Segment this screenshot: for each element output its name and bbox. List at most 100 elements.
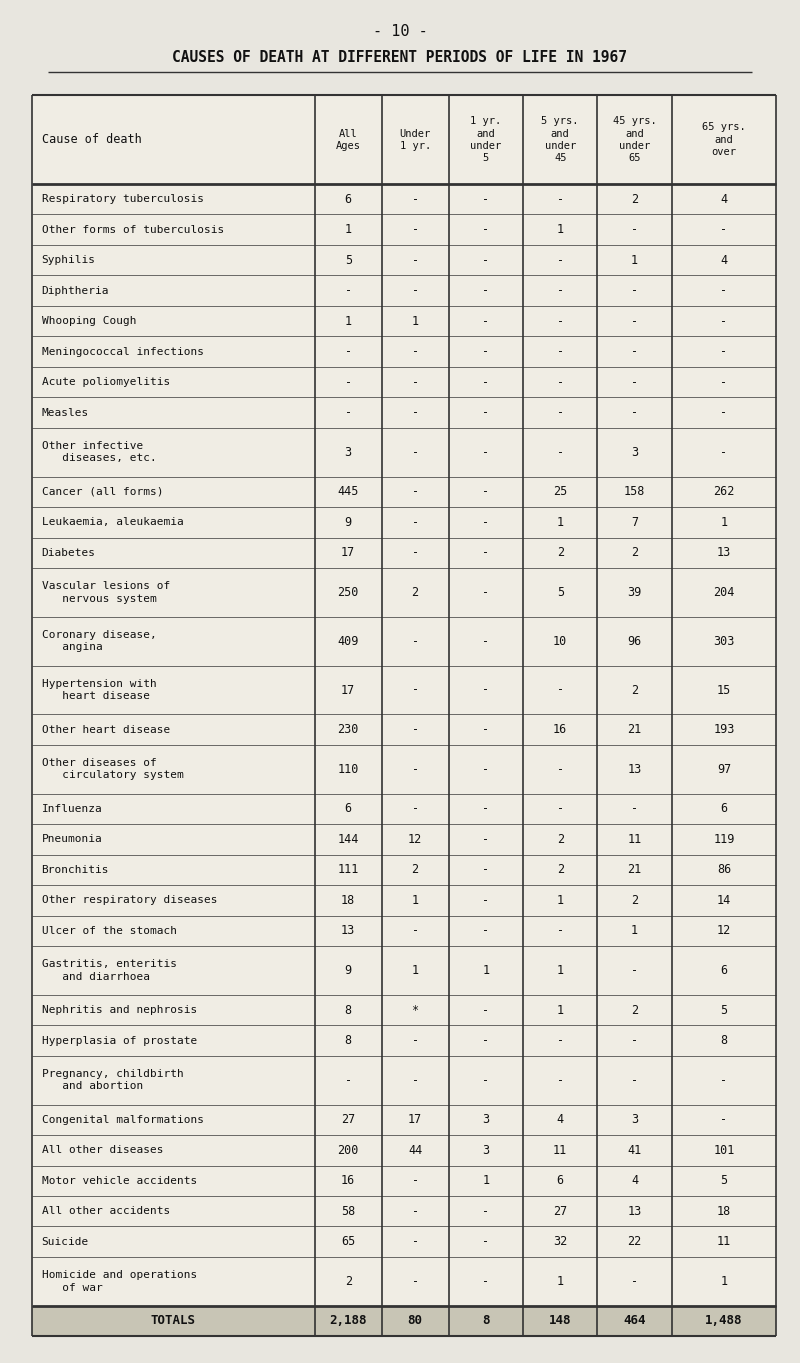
Text: 32: 32 [553,1235,567,1249]
Text: 101: 101 [714,1144,734,1157]
Text: Respiratory tuberculosis: Respiratory tuberculosis [42,195,203,204]
Text: 1: 1 [557,1274,564,1288]
Text: -: - [482,833,490,846]
Text: 9: 9 [345,515,352,529]
Text: 1: 1 [557,515,564,529]
Text: 18: 18 [717,1205,731,1217]
Text: -: - [482,1074,490,1086]
Text: 4: 4 [720,192,727,206]
Text: -: - [557,803,564,815]
Text: 119: 119 [714,833,734,846]
Text: 4: 4 [557,1114,564,1126]
Text: -: - [720,1114,727,1126]
Text: -: - [557,192,564,206]
Text: 6: 6 [345,192,352,206]
Text: 97: 97 [717,763,731,776]
Text: 144: 144 [338,833,359,846]
Text: 2,188: 2,188 [330,1314,367,1328]
Text: 17: 17 [341,683,355,696]
Text: 204: 204 [714,586,734,598]
Text: 8: 8 [720,1035,727,1047]
Text: 1: 1 [720,515,727,529]
Text: -: - [631,1074,638,1086]
Text: 1: 1 [631,924,638,938]
Text: -: - [720,285,727,297]
Text: Congenital malformations: Congenital malformations [42,1115,203,1124]
Text: Pneumonia: Pneumonia [42,834,102,844]
Text: 2: 2 [631,894,638,906]
Text: 65 yrs.
and
over: 65 yrs. and over [702,123,746,157]
Text: -: - [631,964,638,977]
Text: Whooping Cough: Whooping Cough [42,316,136,326]
Text: Coronary disease,
   angina: Coronary disease, angina [42,630,156,653]
Text: 58: 58 [341,1205,355,1217]
Text: 2: 2 [631,192,638,206]
Text: -: - [557,345,564,358]
Text: -: - [482,683,490,696]
Text: 86: 86 [717,863,731,876]
Text: Suicide: Suicide [42,1236,89,1247]
Text: Leukaemia, aleukaemia: Leukaemia, aleukaemia [42,518,183,527]
Text: -: - [411,1074,418,1086]
Text: CAUSES OF DEATH AT DIFFERENT PERIODS OF LIFE IN 1967: CAUSES OF DEATH AT DIFFERENT PERIODS OF … [173,49,627,65]
Text: 110: 110 [338,763,359,776]
Text: 14: 14 [717,894,731,906]
Text: 21: 21 [627,724,642,736]
Text: -: - [411,635,418,647]
Text: 1 yr.
and
under
5: 1 yr. and under 5 [470,116,502,164]
Text: -: - [482,763,490,776]
Text: -: - [482,1205,490,1217]
Text: Bronchitis: Bronchitis [42,866,109,875]
Text: -: - [557,315,564,327]
Text: -: - [482,547,490,559]
Text: -: - [482,254,490,267]
Text: Measles: Measles [42,408,89,417]
Text: Acute poliomyelitis: Acute poliomyelitis [42,378,170,387]
Text: 111: 111 [338,863,359,876]
Text: 2: 2 [557,833,564,846]
Text: -: - [345,285,352,297]
Text: -: - [411,515,418,529]
Text: 2: 2 [411,586,418,598]
Text: 193: 193 [714,724,734,736]
Text: 15: 15 [717,683,731,696]
Text: 3: 3 [631,1114,638,1126]
Text: 1: 1 [720,1274,727,1288]
Text: -: - [720,224,727,236]
Text: *: * [411,1003,418,1017]
Text: 27: 27 [553,1205,567,1217]
Text: 6: 6 [345,803,352,815]
Text: 1: 1 [557,894,564,906]
Text: -: - [482,406,490,418]
Text: 6: 6 [720,803,727,815]
Text: 65: 65 [341,1235,355,1249]
Text: 158: 158 [624,485,646,499]
Text: 148: 148 [549,1314,571,1328]
Text: 2: 2 [631,1003,638,1017]
Text: -: - [411,254,418,267]
Text: 1,488: 1,488 [705,1314,742,1328]
Text: -: - [411,376,418,388]
Text: -: - [631,1274,638,1288]
Text: 45 yrs.
and
under
65: 45 yrs. and under 65 [613,116,657,164]
Text: -: - [482,315,490,327]
Text: 10: 10 [553,635,567,647]
Text: 464: 464 [623,1314,646,1328]
Text: 13: 13 [341,924,355,938]
Text: -: - [631,376,638,388]
Text: Influenza: Influenza [42,804,102,814]
Text: 17: 17 [408,1114,422,1126]
Text: 1: 1 [411,894,418,906]
Text: 409: 409 [338,635,359,647]
Text: 11: 11 [627,833,642,846]
Text: Motor vehicle accidents: Motor vehicle accidents [42,1176,197,1186]
Text: 5: 5 [720,1175,727,1187]
Text: -: - [557,446,564,459]
Text: -: - [482,485,490,499]
Text: 3: 3 [345,446,352,459]
Text: Gastritis, enteritis
   and diarrhoea: Gastritis, enteritis and diarrhoea [42,960,177,981]
Text: 200: 200 [338,1144,359,1157]
Text: -: - [557,763,564,776]
Text: 7: 7 [631,515,638,529]
Text: -: - [720,1074,727,1086]
